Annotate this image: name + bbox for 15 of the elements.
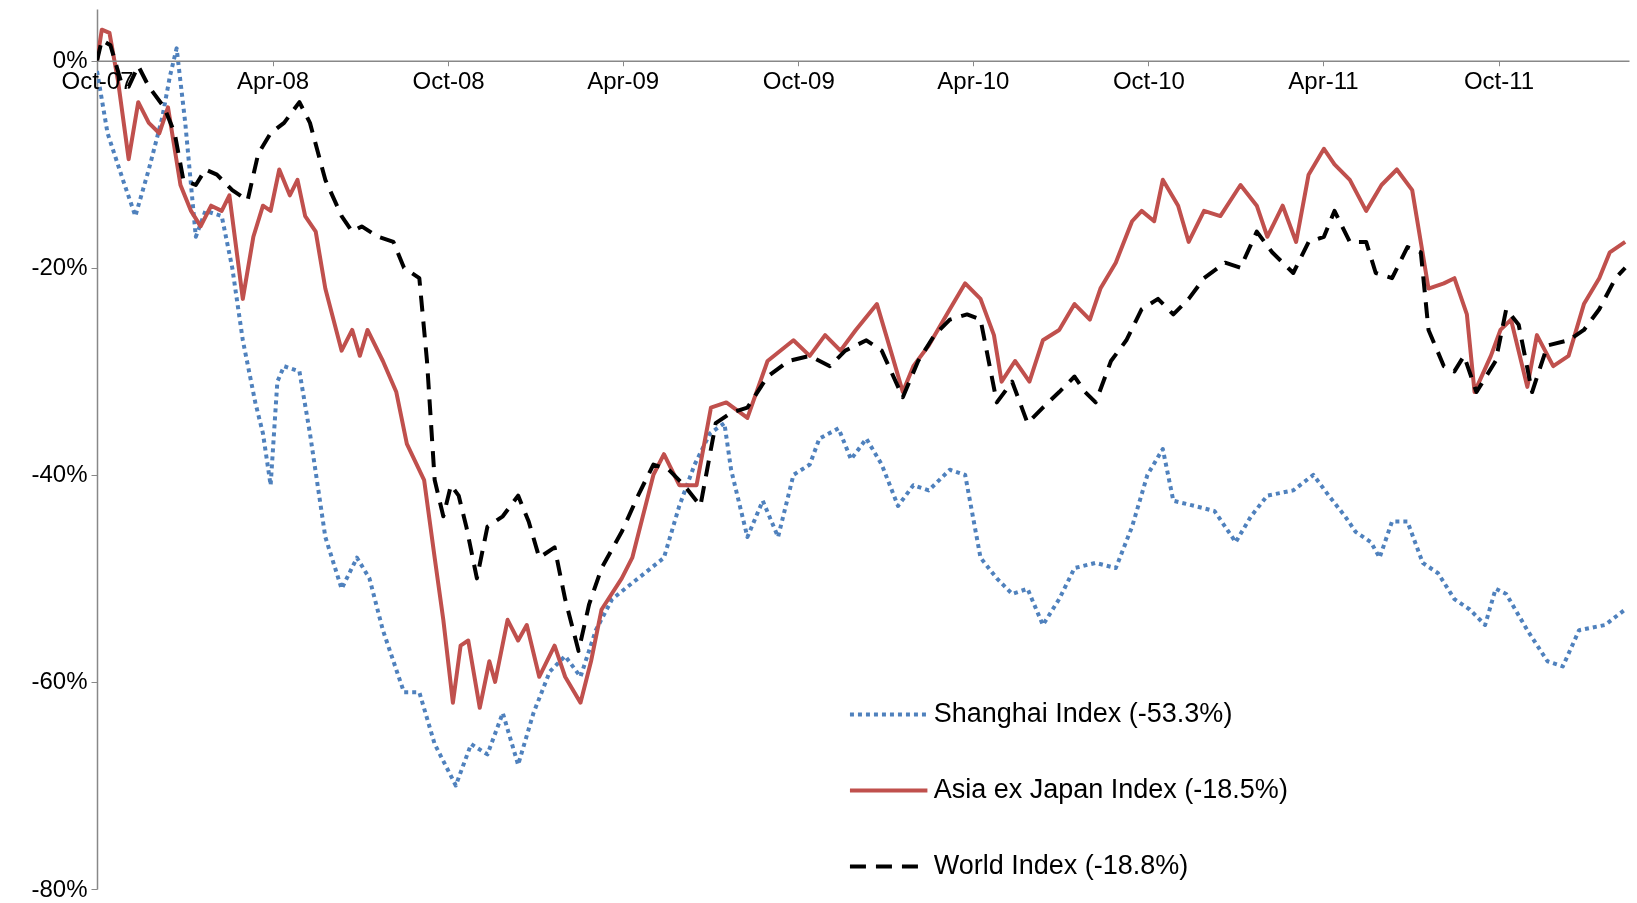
x-tick-label: Oct-10 xyxy=(1112,67,1185,95)
legend-label: Shanghai Index (-53.3%) xyxy=(933,698,1233,729)
x-tick-label: Oct-08 xyxy=(412,67,485,95)
x-tick-label: Apr-11 xyxy=(1288,67,1359,95)
x-tick-label: Apr-09 xyxy=(587,67,660,95)
x-tick-label: Apr-10 xyxy=(937,67,1010,95)
legend-label: Asia ex Japan Index (-18.5%) xyxy=(933,774,1288,805)
y-tick-label: -80% xyxy=(31,874,88,902)
x-tick-label: Oct-11 xyxy=(1463,67,1535,95)
x-tick-label: Apr-08 xyxy=(237,67,310,95)
y-tick-label: -60% xyxy=(31,667,88,695)
y-tick-label: -40% xyxy=(31,460,88,488)
y-tick-label: -20% xyxy=(31,253,88,281)
x-tick-label: Oct-09 xyxy=(762,67,835,95)
legend-label: World Index (-18.8%) xyxy=(933,850,1189,881)
